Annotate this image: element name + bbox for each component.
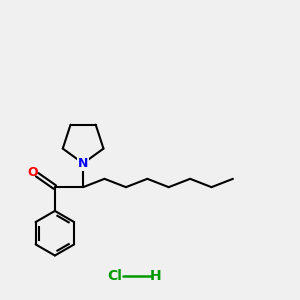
Text: H: H [150,269,162,283]
Text: N: N [78,157,88,170]
Text: Cl: Cl [107,269,122,283]
Text: O: O [27,166,38,179]
